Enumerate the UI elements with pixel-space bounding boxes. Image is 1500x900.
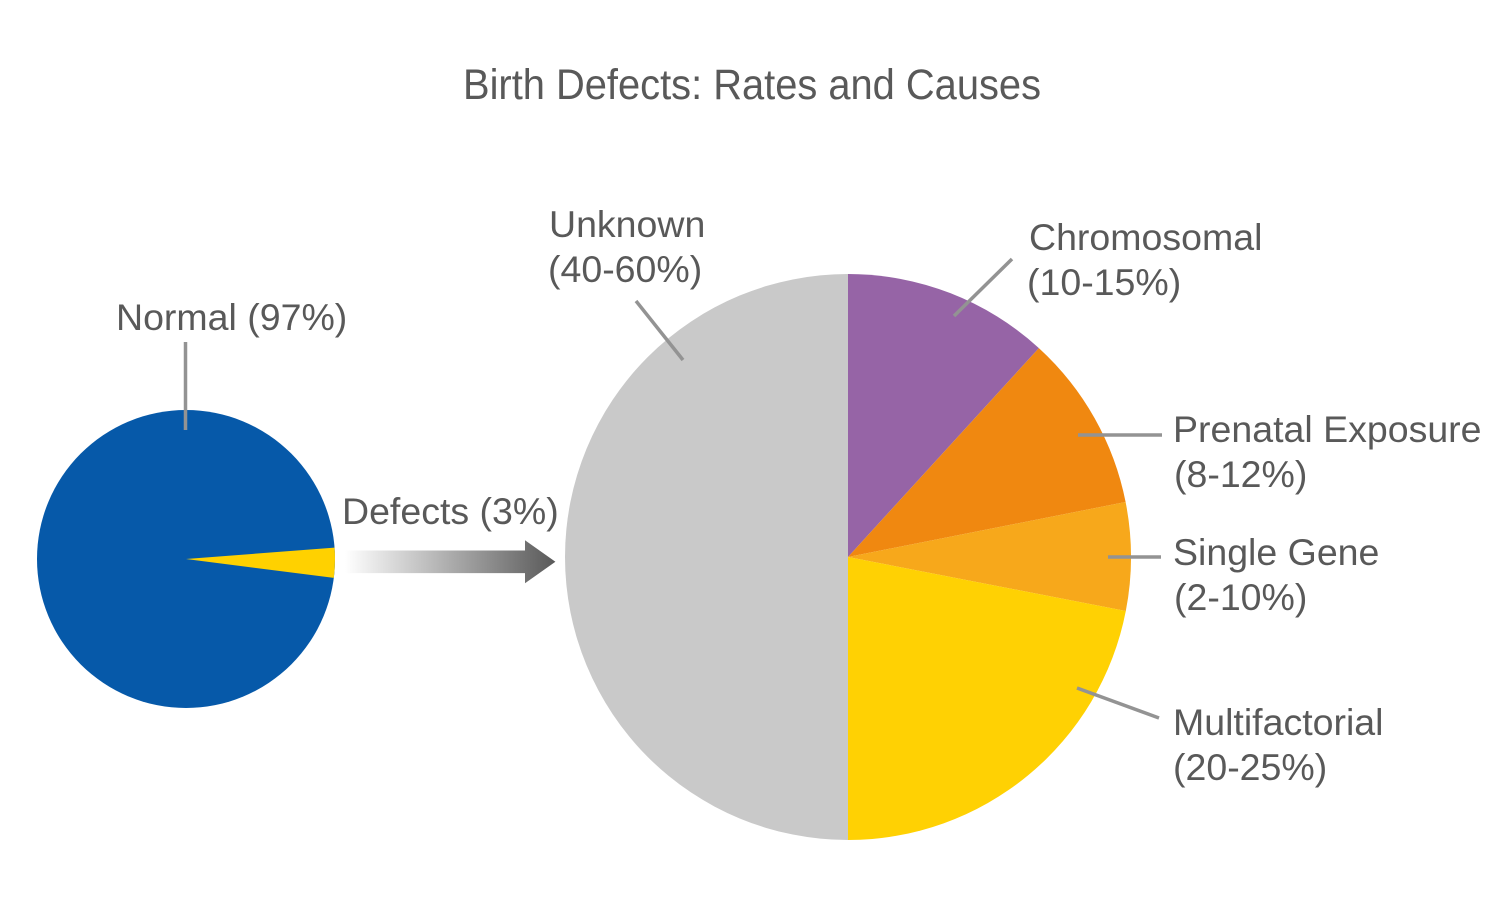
svg-text:Defects (3%): Defects (3%) [342, 490, 559, 532]
svg-text:Normal (97%): Normal (97%) [116, 296, 347, 338]
svg-text:Unknown: Unknown [549, 203, 705, 245]
svg-text:(2-10%): (2-10%) [1174, 576, 1307, 618]
svg-text:(40-60%): (40-60%) [548, 248, 702, 290]
svg-text:(20-25%): (20-25%) [1173, 746, 1327, 788]
svg-text:Multifactorial: Multifactorial [1173, 701, 1383, 743]
svg-text:(8-12%): (8-12%) [1174, 453, 1307, 495]
svg-text:Prenatal Exposure: Prenatal Exposure [1173, 408, 1482, 450]
svg-text:Birth Defects: Rates and Cause: Birth Defects: Rates and Causes [463, 61, 1041, 109]
svg-text:Chromosomal: Chromosomal [1029, 216, 1262, 258]
svg-text:(10-15%): (10-15%) [1027, 261, 1181, 303]
svg-text:Single Gene: Single Gene [1173, 531, 1379, 573]
